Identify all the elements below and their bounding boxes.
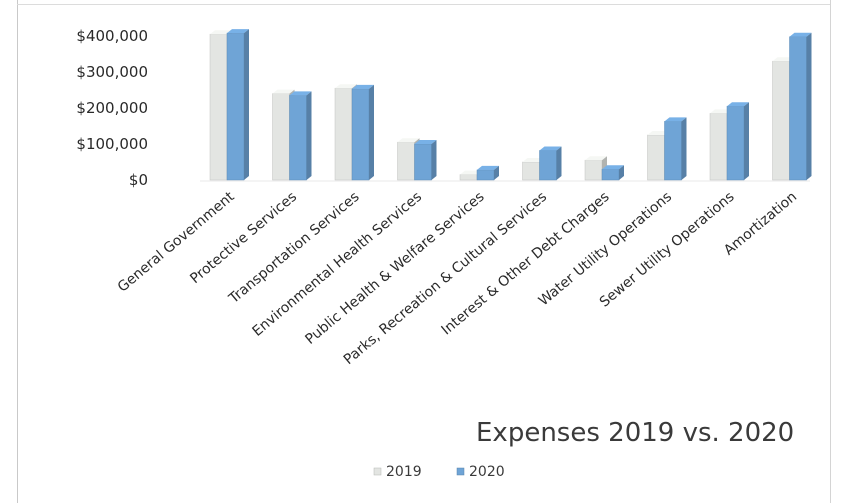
x-tick-label: General Government [115,188,238,295]
bar-front [772,60,790,181]
bar-front [209,33,228,181]
bar-front [601,168,620,181]
legend-label-2020: 2020 [469,464,505,480]
bar-top [664,117,687,122]
bar-2020 [789,32,812,181]
bar-2020 [476,165,499,181]
bar-top [289,91,312,96]
y-tick-label: $200,000 [76,99,148,117]
bar-top [539,146,562,151]
bar-2020 [289,91,312,181]
bar-front [351,88,370,181]
bar-front [397,141,415,181]
bar-top [602,165,624,170]
bar-top [710,109,732,114]
bar-front [459,174,478,181]
frame-border-right [830,0,831,503]
bar-front [726,105,745,181]
bar-top [522,158,545,162]
y-tick-label: $300,000 [76,63,148,81]
bar-top [585,156,607,161]
legend-swatch-2019 [373,467,382,476]
bar-side [306,91,312,180]
bar-side [431,140,437,180]
bar-front [647,134,665,181]
bar-side [681,117,687,180]
bar-top [477,165,499,170]
bar-side [806,32,812,180]
bar-front [584,159,603,181]
bar-front [664,121,682,181]
frame-border-top [17,4,830,5]
bar-2020 [351,84,374,181]
bar-front [709,113,728,181]
legend-swatch-2020 [456,467,465,476]
bar-top [352,84,374,89]
bar-front [476,169,495,181]
bar-front [789,36,807,181]
bar-2020 [539,146,562,181]
bar-front [414,143,432,181]
bar-top [727,102,749,107]
bar-top [227,29,249,34]
frame-border-left [17,0,18,503]
bar-side [369,84,374,180]
bar-2020 [226,29,249,181]
bar-side [556,146,562,180]
bar-top [789,32,812,37]
bar-top [772,57,795,62]
bar-top [210,30,232,35]
bar-front [334,87,353,181]
bar-2020 [664,117,687,181]
bar-top [647,131,670,135]
bar-2020 [726,102,749,181]
bar-front [272,93,290,181]
bar-front [226,32,245,181]
bar-2019 [584,156,607,181]
y-tick-label: $100,000 [76,135,148,153]
chart-title: Expenses 2019 vs. 2020 [476,418,794,448]
bar-top [397,138,420,143]
bar-top [414,140,437,144]
bar-2020 [414,140,437,181]
y-tick-label: $0 [129,171,148,189]
y-tick-label: $400,000 [76,27,148,45]
bar-side [494,165,499,180]
bar-side [619,165,624,180]
bar-2020 [601,165,624,181]
bar-front [522,161,540,181]
bar-side [744,102,749,180]
bar-top [460,170,482,175]
bar-top [335,84,357,89]
legend-label-2019: 2019 [386,464,422,480]
bar-side [244,29,249,181]
bar-front [289,95,307,181]
x-tick-label: Protective Services [187,189,300,287]
bar-top [272,89,295,94]
bar-front [539,150,557,181]
